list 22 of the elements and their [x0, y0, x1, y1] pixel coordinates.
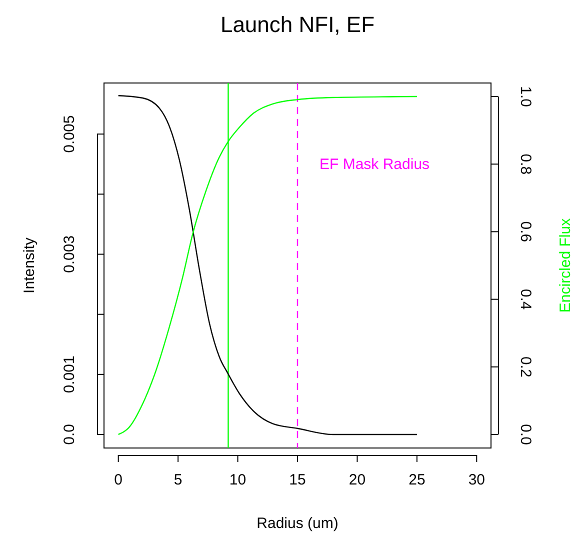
y2-tick-label: 0.4	[517, 288, 534, 310]
y2-tick-label: 0.2	[517, 356, 534, 378]
y2-tick-label: 0.6	[517, 221, 534, 242]
y-tick-label: 0.0	[60, 424, 78, 445]
y2-tick-label: 1.0	[517, 86, 534, 107]
y2-tick-label: 0.8	[517, 154, 534, 175]
x-tick-label: 15	[289, 472, 306, 489]
x-tick-label: 10	[229, 472, 246, 489]
y-tick-label: 0.001	[60, 356, 78, 394]
y2-tick-label: 0.0	[517, 424, 534, 445]
x-tick-label: 0	[114, 472, 123, 489]
x-axis-title: Radius (um)	[256, 515, 338, 532]
y-tick-label: 0.003	[60, 235, 78, 274]
y-tick-label: 0.005	[60, 115, 78, 153]
x-tick-label: 5	[174, 472, 182, 489]
x-tick-label: 20	[348, 472, 366, 489]
y-axis-title: Intensity	[21, 237, 38, 294]
chart-title: Launch NFI, EF	[220, 12, 375, 37]
x-tick-label: 30	[468, 472, 486, 489]
ref-line-label: EF Mask Radius	[320, 156, 430, 173]
x-tick-label: 25	[408, 472, 426, 489]
y2-axis-title: Encircled Flux	[557, 218, 574, 313]
